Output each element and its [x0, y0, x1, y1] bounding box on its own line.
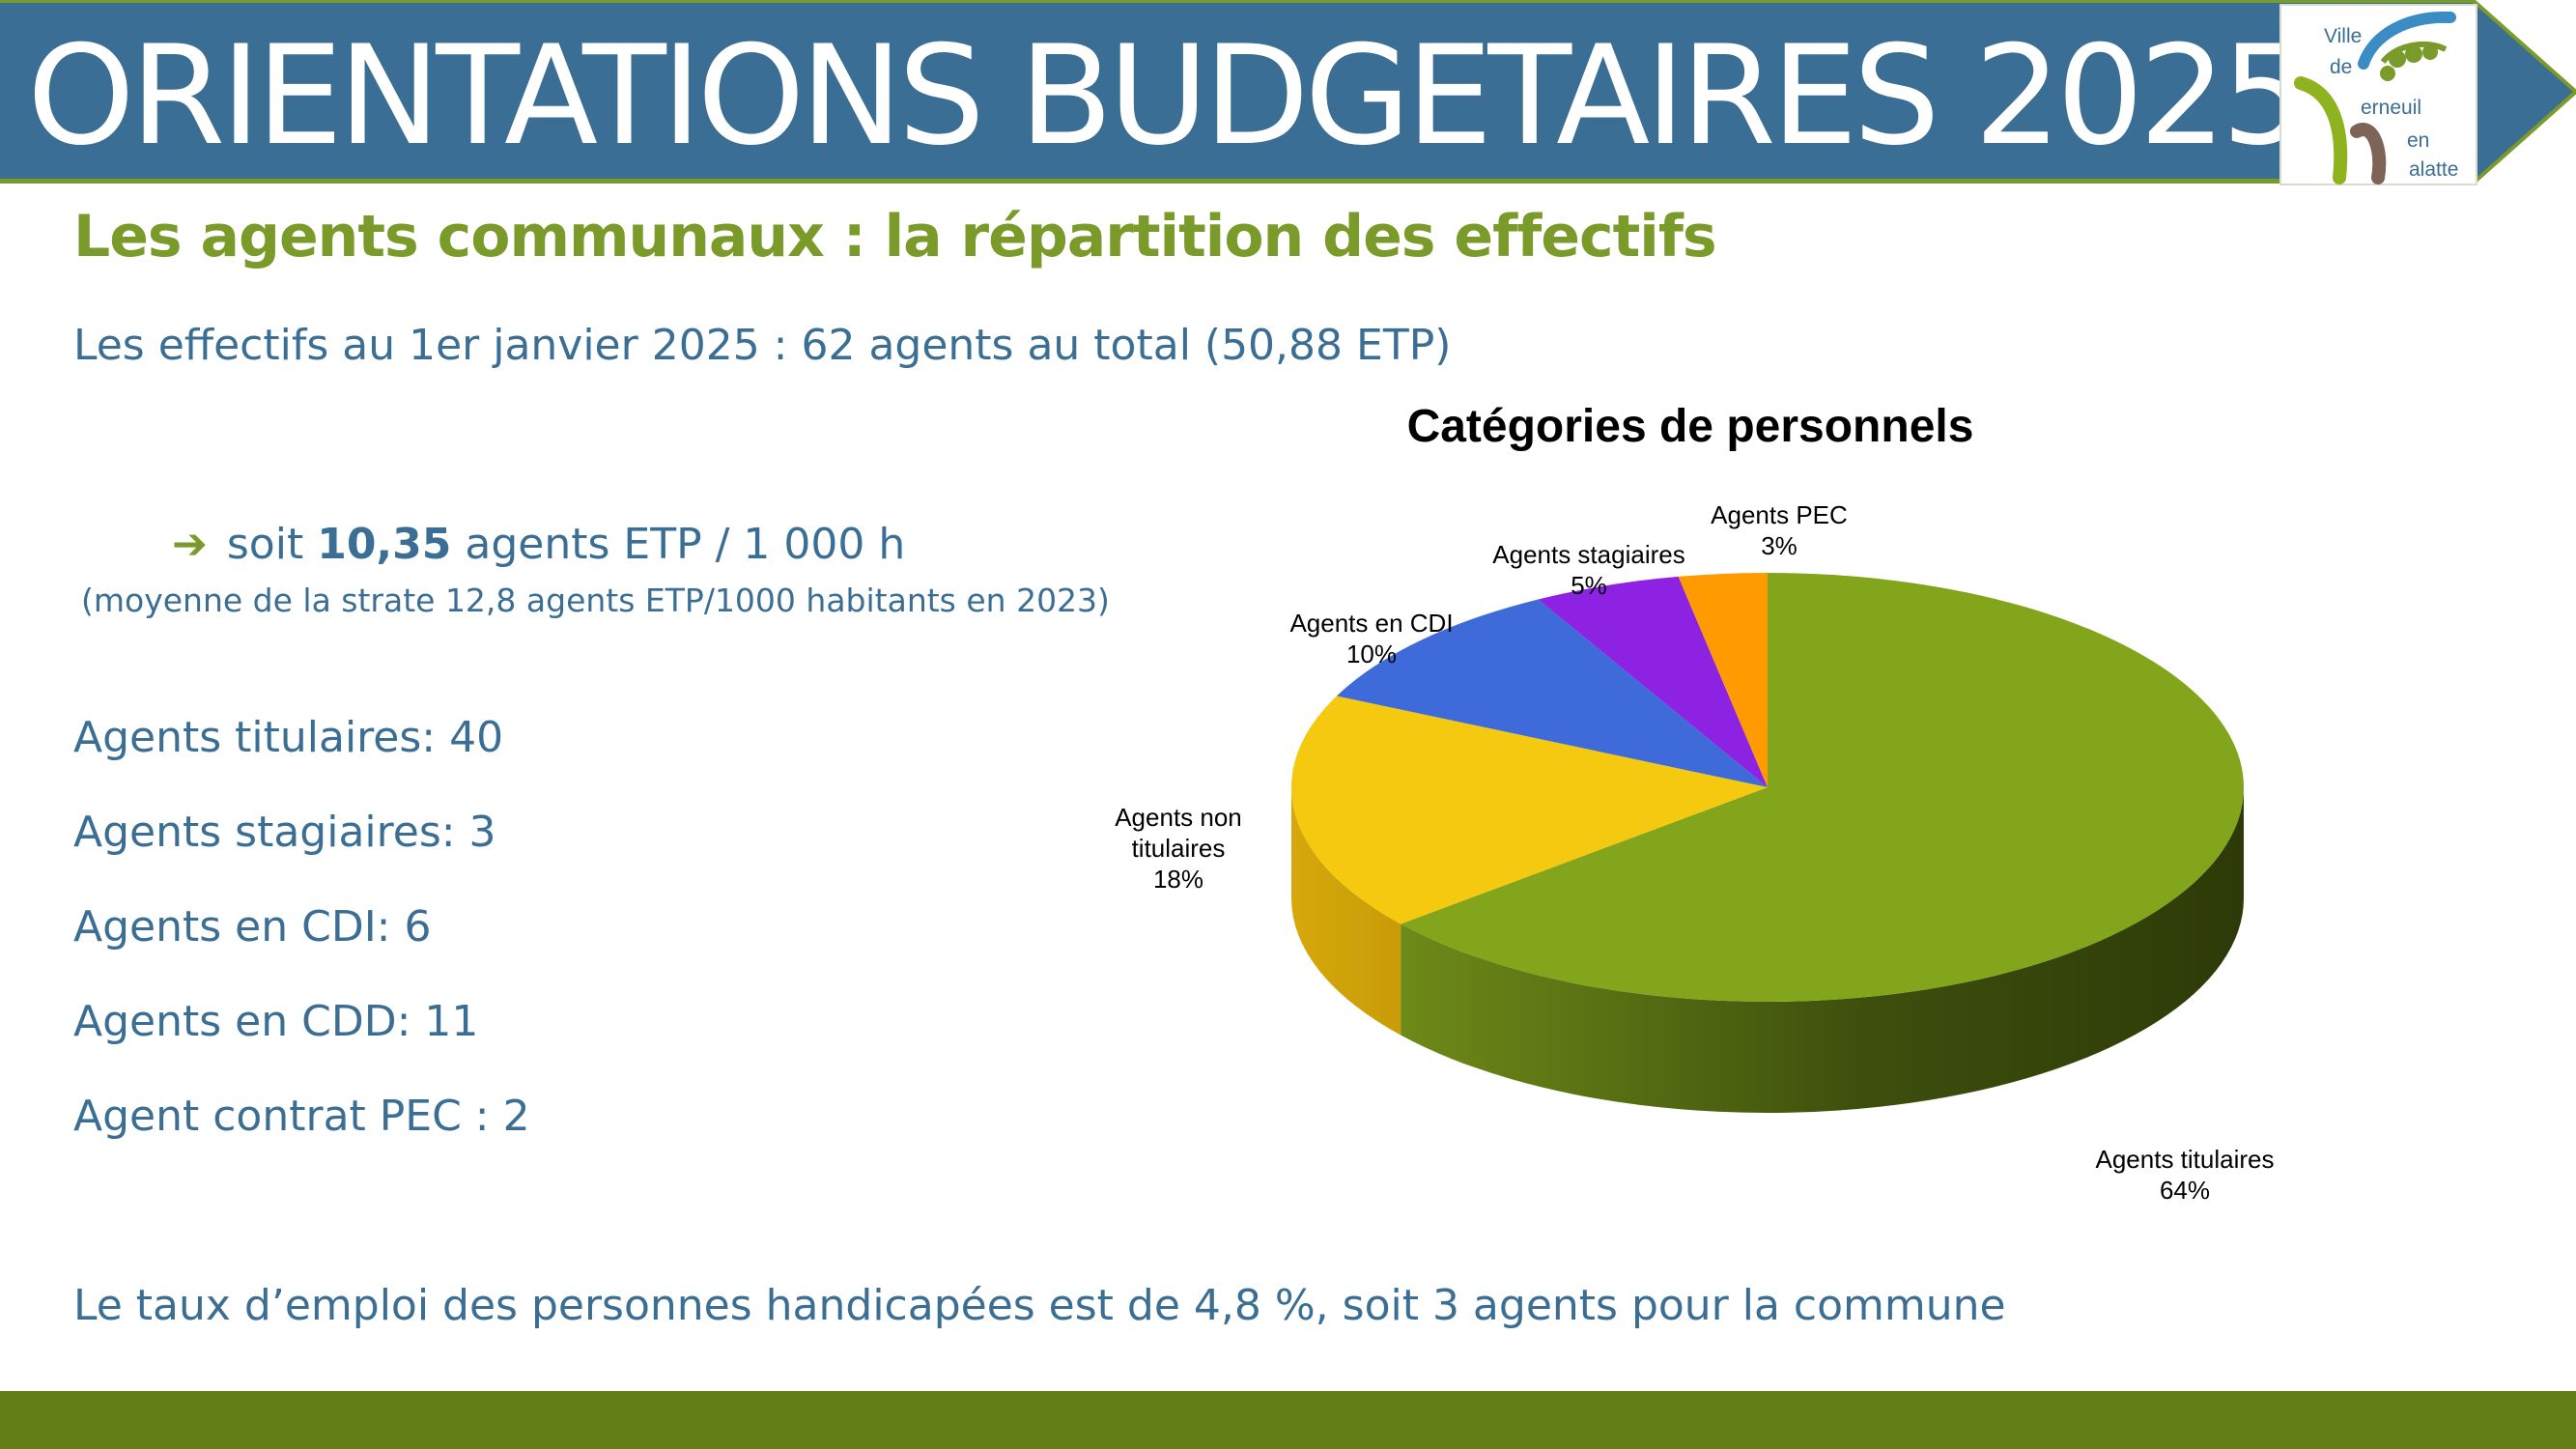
pie-slice-non-titulaires	[1291, 696, 1768, 924]
etp-ratio-suffix: agents ETP / 1 000 h	[465, 520, 906, 569]
strata-average-note: (moyenne de la strate 12,8 agents ETP/10…	[81, 582, 1110, 619]
page-title: ORIENTATIONS BUDGETAIRES 2025	[27, 16, 2308, 176]
pie-sides	[1291, 787, 2244, 1114]
pie-slice-stagiaires	[1538, 576, 1768, 787]
pie-slice-titulaires	[1401, 573, 2244, 1002]
pie-label-titulaires: Agents titulaires 64%	[2096, 1145, 2275, 1205]
pie-label-cdi: Agents en CDI 10%	[1289, 609, 1453, 668]
pie-slice-pec	[1678, 573, 1768, 787]
agent-count-pec: Agent contrat PEC : 2	[73, 1092, 530, 1141]
section-subtitle: Les agents communaux : la répartition de…	[73, 203, 1717, 270]
logo-text-ville: Ville	[2324, 25, 2363, 47]
effectifs-summary: Les effectifs au 1er janvier 2025 : 62 a…	[73, 321, 1452, 370]
pie-label-pec: Agents PEC 3%	[1711, 500, 1848, 560]
disability-rate-note: Le taux d’emploi des personnes handicapé…	[73, 1281, 2006, 1330]
logo-text-de: de	[2330, 56, 2353, 78]
header-arrow-shape	[2473, 0, 2576, 184]
agent-count-stagiaires: Agents stagiaires: 3	[73, 808, 496, 857]
logo-text-alatte: alatte	[2409, 158, 2459, 181]
pie-slices	[1291, 573, 2244, 1002]
etp-ratio-prefix: soit	[226, 520, 304, 569]
agent-count-titulaires: Agents titulaires: 40	[73, 713, 504, 762]
etp-ratio-line: ➔ soit 10,35 agents ETP / 1 000 h	[172, 520, 905, 569]
chart-title: Catégories de personnels	[1406, 401, 1974, 452]
pie-side-non-titulaires	[1291, 787, 1401, 1036]
pie-labels: Agents titulaires 64% Agents non titulaires…	[1115, 500, 2274, 1205]
logo-text-erneuil: erneuil	[2361, 97, 2422, 119]
logo-emblem-icon	[2294, 11, 2456, 185]
arrow-right-icon: ➔	[172, 520, 208, 569]
logo-text-en: en	[2407, 129, 2430, 152]
pie-side-titulaires	[1401, 787, 2244, 1114]
bottom-bar	[0, 1391, 2576, 1449]
agent-count-cdi: Agents en CDI: 6	[73, 902, 432, 952]
agent-count-cdd: Agents en CDD: 11	[73, 997, 479, 1046]
pie-slice-cdi	[1336, 599, 1768, 787]
header-bar: ORIENTATIONS BUDGETAIRES 2025	[0, 0, 2473, 184]
town-logo: Ville de erneuil en alatte	[2279, 4, 2477, 185]
pie-label-non-titulaires: Agents non titulaires 18%	[1115, 803, 1242, 894]
pie-label-stagiaires: Agents stagiaires 5%	[1492, 540, 1684, 600]
etp-ratio-value: 10,35	[317, 520, 452, 569]
